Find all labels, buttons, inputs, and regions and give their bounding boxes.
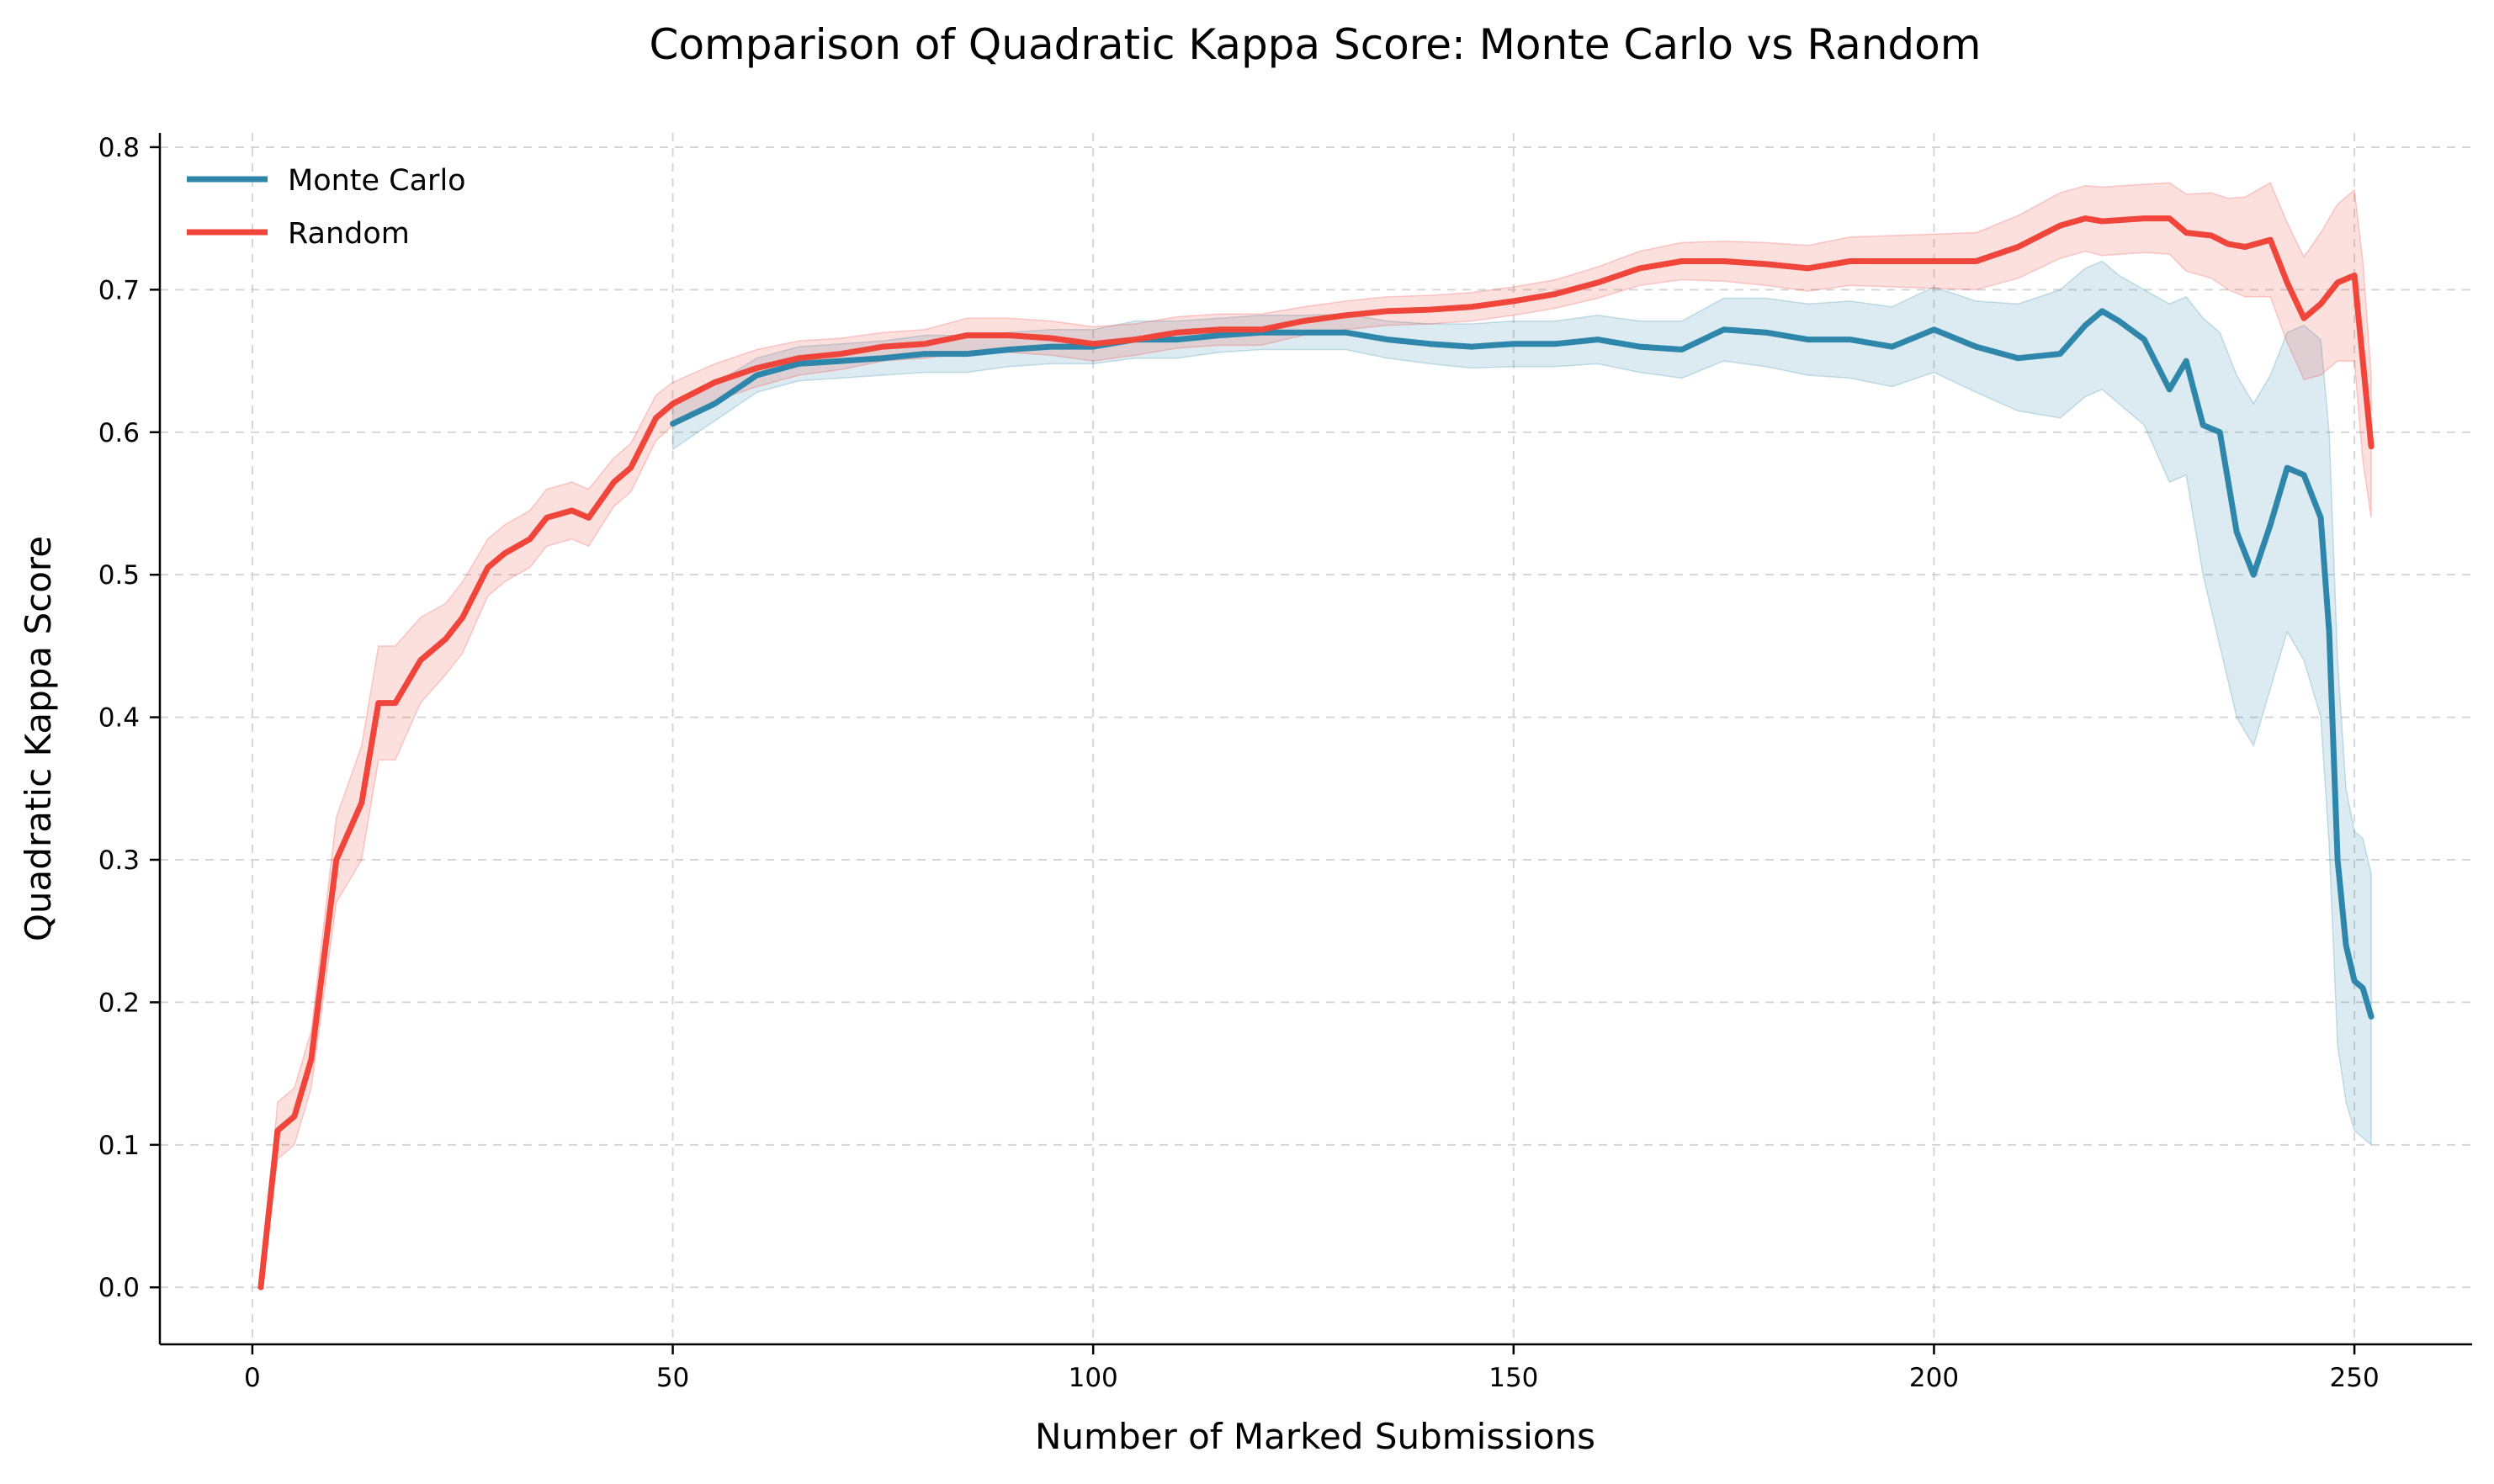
- x-tick-label: 50: [656, 1363, 689, 1393]
- legend-label-random: Random: [288, 217, 410, 251]
- x-ticks: 0 50 100 150 200 250: [244, 1344, 2380, 1393]
- line-random: [257, 215, 2375, 1291]
- series-lines: [257, 215, 2375, 1291]
- x-axis-label: Number of Marked Submissions: [1035, 1416, 1595, 1457]
- chart-title: Comparison of Quadratic Kappa Score: Mon…: [650, 20, 1982, 69]
- y-tick-label: 0.4: [98, 703, 140, 734]
- x-tick-label: 150: [1488, 1363, 1538, 1393]
- y-tick-label: 0.3: [98, 845, 140, 876]
- y-tick-label: 0.7: [98, 275, 140, 305]
- y-tick-label: 0.8: [98, 133, 140, 163]
- legend: Monte Carlo Random: [187, 164, 466, 251]
- x-tick-label: 200: [1909, 1363, 1959, 1393]
- line-monte-carlo: [670, 308, 2375, 1020]
- y-tick-label: 0.5: [98, 560, 140, 591]
- y-tick-label: 0.0: [98, 1273, 140, 1303]
- grid-layer: [160, 133, 2472, 1344]
- y-axis-label: Quadratic Kappa Score: [18, 536, 59, 941]
- y-tick-label: 0.1: [98, 1131, 140, 1161]
- axes: [158, 133, 2472, 1346]
- legend-label-monte-carlo: Monte Carlo: [288, 164, 466, 198]
- x-tick-label: 0: [244, 1363, 261, 1393]
- x-tick-label: 100: [1069, 1363, 1118, 1393]
- y-ticks: 0.0 0.1 0.2 0.3 0.4 0.5 0.6 0.7 0.8: [98, 133, 160, 1303]
- x-tick-label: 250: [2330, 1363, 2380, 1393]
- y-tick-label: 0.2: [98, 988, 140, 1018]
- confidence-bands: [260, 182, 2372, 1288]
- y-tick-label: 0.6: [98, 418, 140, 448]
- band-monte-carlo: [671, 260, 2372, 1147]
